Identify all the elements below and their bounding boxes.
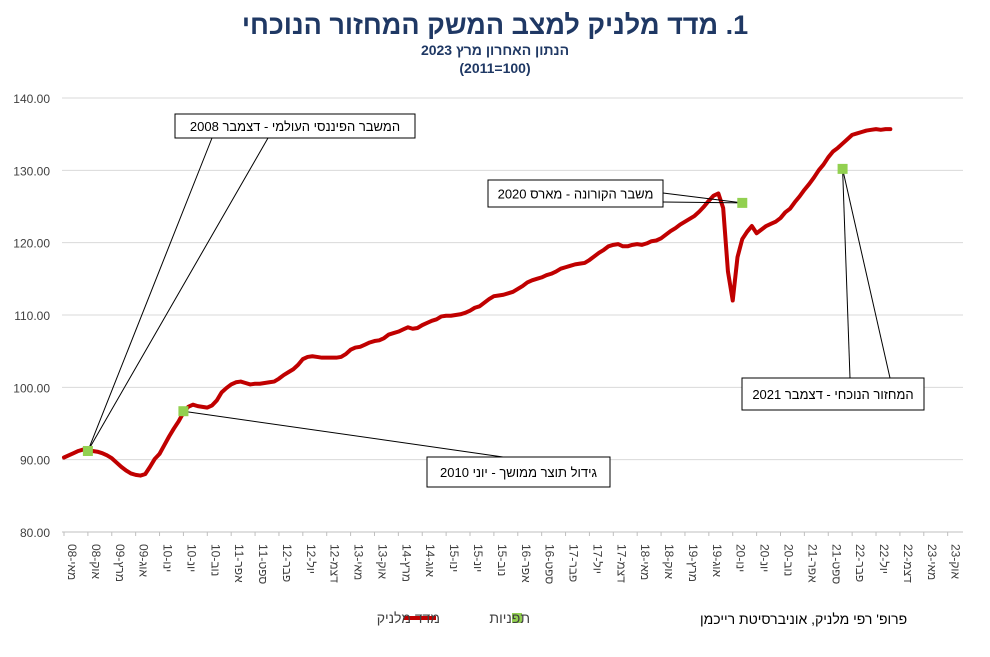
- annotation-box: [174, 113, 416, 139]
- x-tick-label: אוק-08: [89, 544, 103, 580]
- annotation-box: [426, 456, 611, 488]
- x-tick-label: יול-17: [590, 544, 604, 574]
- x-tick-label: דצמ-12: [328, 544, 342, 583]
- x-tick-label: אוג-19: [710, 544, 724, 578]
- annotation-callouts: המשבר הפיננסי העולמי - דצמבר 2008 גידול ת…: [174, 113, 925, 488]
- x-tick-label: ינו-10: [161, 544, 175, 572]
- annotation-box: [741, 377, 925, 411]
- y-tick-label: 120.00: [13, 237, 50, 251]
- y-tick-label: 90.00: [20, 454, 50, 468]
- x-tick-label: אוק-13: [375, 544, 389, 580]
- x-tick-label: אוג-09: [137, 544, 151, 578]
- x-axis-ticks: מאי-08 אוק-08 מרץ-09 אוג-09 ינו-10 יונ-10 נוב-…: [63, 532, 963, 584]
- annotation-leader-line: [842, 168, 891, 379]
- x-tick-label: מאי-18: [638, 544, 652, 580]
- annotation-leader-lines: [87, 137, 891, 458]
- x-tick-label: דצמ-17: [614, 544, 628, 583]
- x-tick-label: נוב-20: [781, 544, 795, 576]
- x-tick-label: מאי-08: [65, 544, 79, 580]
- y-tick-label: 130.00: [13, 164, 50, 178]
- x-tick-label: ספט-21: [829, 544, 843, 584]
- annotation-leader-line: [87, 137, 269, 452]
- x-tick-label: יונ-10: [184, 544, 198, 572]
- legend-label-turning-points: תפניות: [489, 610, 530, 626]
- chart-title: 1. מדד מלניק למצב המשק המחזור הנוכחי: [241, 10, 749, 40]
- x-tick-label: מרץ-09: [113, 544, 127, 582]
- annotation-label: המשבר הפיננסי העולמי - דצמבר 2008: [190, 119, 400, 134]
- legend: מדד מלניק תפניות: [377, 610, 530, 626]
- x-tick-label: יול-12: [304, 544, 318, 574]
- annotation-leader-line: [183, 410, 504, 458]
- annotation-leader-line: [87, 137, 213, 452]
- x-tick-label: נוב-10: [208, 544, 222, 576]
- x-tick-label: מאי-23: [925, 544, 939, 580]
- x-tick-label: יונ-20: [758, 544, 772, 572]
- x-tick-label: פבר-22: [853, 544, 867, 582]
- annotation-label: משבר הקורונה - מארס 2020: [498, 187, 654, 202]
- x-tick-label: מרץ-14: [399, 544, 413, 582]
- turning-point-marker: [837, 163, 848, 174]
- turning-point-marker: [737, 197, 748, 208]
- turning-point-marker: [178, 406, 189, 417]
- x-tick-label: נוב-15: [495, 544, 509, 576]
- x-tick-label: פבר-12: [280, 544, 294, 582]
- x-tick-label: אוק-23: [949, 544, 963, 580]
- x-tick-label: אוג-14: [423, 544, 437, 578]
- annotation-leader-line: [842, 168, 851, 379]
- x-tick-label: ספט-11: [256, 544, 270, 584]
- annotation-label: גידול תוצר ממושך - יוני 2010: [440, 465, 597, 480]
- chart-subtitle-base: (100=2011): [459, 60, 531, 76]
- series-line-layer: [62, 127, 893, 478]
- y-tick-label: 140.00: [13, 92, 50, 106]
- x-tick-label: מרץ-19: [686, 544, 700, 582]
- y-tick-label: 110.00: [14, 309, 50, 323]
- x-tick-label: אפר-11: [232, 544, 246, 583]
- x-tick-label: יונ-15: [471, 544, 485, 572]
- x-tick-label: מאי-13: [352, 544, 366, 580]
- x-tick-label: אפר-16: [519, 544, 533, 583]
- annotation-box: [487, 179, 664, 208]
- annotation-label: המחזור הנוכחי - דצמבר 2021: [752, 387, 913, 402]
- x-tick-label: אפר-21: [805, 544, 819, 583]
- x-tick-label: ספט-16: [543, 544, 557, 584]
- annotation-leader-line: [662, 192, 743, 204]
- series-line-melnick-index: [62, 127, 893, 478]
- x-tick-label: ינו-15: [447, 544, 461, 572]
- legend-marker-swatch: [512, 613, 522, 623]
- x-tick-label: ינו-20: [734, 544, 748, 572]
- x-tick-label: פבר-17: [567, 544, 581, 582]
- chart-subtitle: הנתון האחרון מרץ 2023: [420, 42, 570, 58]
- annotation-leader-line: [662, 201, 743, 204]
- x-tick-label: יול-22: [877, 544, 891, 574]
- turning-point-markers: [82, 163, 848, 456]
- legend-label-series: מדד מלניק: [377, 610, 440, 626]
- turning-point-marker: [82, 445, 93, 456]
- y-tick-label: 80.00: [20, 526, 50, 540]
- y-tick-label: 100.00: [13, 381, 50, 395]
- x-tick-label: דצמ-22: [901, 544, 915, 583]
- credit-text: פרופ' רפי מלניק, אוניברסיטת רייכמן: [700, 611, 908, 627]
- x-tick-label: אוק-18: [662, 544, 676, 580]
- y-axis-ticks: 80.00 90.00 100.00 110.00 120.00 130.00 140.00: [13, 92, 50, 540]
